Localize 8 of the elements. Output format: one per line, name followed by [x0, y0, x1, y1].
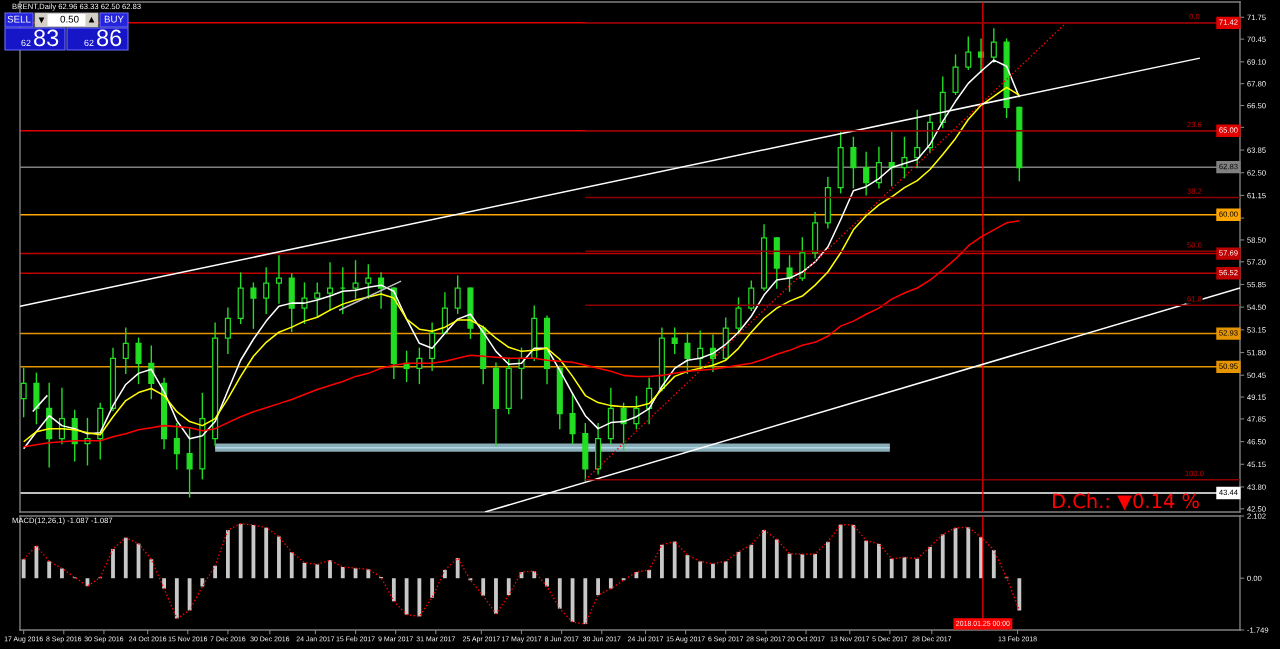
annotation: 83 — [34, 29, 59, 47]
annotation: 62 — [21, 39, 31, 47]
annotation: BUY — [104, 15, 124, 23]
annotation: 62 — [84, 39, 94, 47]
annotation: 0.50 — [60, 15, 79, 23]
annotation: 86 — [97, 29, 122, 47]
annotation: D.Ch.: ▼0.14 % — [1053, 493, 1199, 511]
annotation: SELL — [7, 15, 31, 23]
